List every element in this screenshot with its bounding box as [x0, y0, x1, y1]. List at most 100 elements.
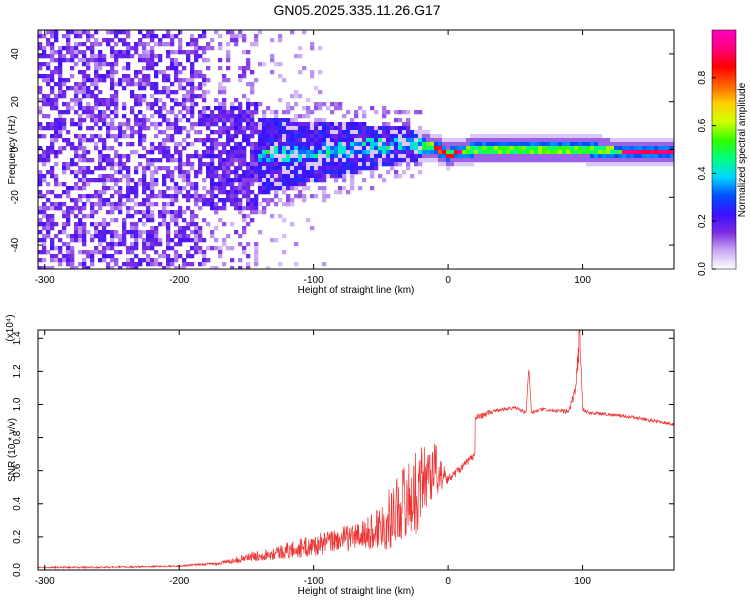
spectrogram-cell [482, 134, 487, 139]
spectrogram-cell [118, 250, 123, 255]
spectrogram-cell [182, 94, 187, 99]
spectrogram-cell [262, 170, 267, 175]
spectrogram-cell [322, 174, 327, 179]
spectrogram-cell [106, 222, 111, 227]
spectrogram-cell [90, 170, 95, 175]
spectrogram-cell [310, 178, 315, 183]
spectrogram-cell [162, 138, 167, 143]
spectrogram-cell [582, 142, 587, 147]
spectrogram-cell [486, 134, 491, 139]
spectrogram-cell [446, 162, 451, 167]
spectrogram-cell [106, 70, 111, 75]
spectrogram-cell [458, 138, 463, 143]
snr-x-tick-label: -300 [35, 576, 55, 587]
spectrogram-cell [258, 30, 263, 35]
spectrogram-cell [462, 162, 467, 167]
spectrogram-cell [210, 190, 215, 195]
spectrogram-cell [86, 106, 91, 111]
spectrogram-cell [146, 50, 151, 55]
spectrogram-cell [50, 90, 55, 95]
spectrogram-cell [178, 242, 183, 247]
spectrogram-cell [122, 166, 127, 171]
spectrogram-cell [238, 162, 243, 167]
spectrogram-cell [78, 58, 83, 63]
spectrogram-cell [62, 90, 67, 95]
spectrogram-cell [450, 150, 455, 155]
spectrogram-cell [134, 226, 139, 231]
spectrogram-y-tick-label: 40 [10, 48, 21, 60]
spectrogram-cell [114, 206, 119, 211]
spectrogram-x-ticks: -300 -200 -100 0 100 [35, 30, 591, 286]
spectrogram-cell [78, 146, 83, 151]
spectrogram-cell [178, 234, 183, 239]
spectrogram-cell [258, 142, 263, 147]
spectrogram-cell [254, 102, 259, 107]
spectrogram-cell [102, 142, 107, 147]
spectrogram-cell [98, 166, 103, 171]
spectrogram-cell [50, 34, 55, 39]
spectrogram-cell [370, 126, 375, 131]
spectrogram-cell [314, 138, 319, 143]
spectrogram-cell [466, 162, 471, 167]
spectrogram-cell [158, 254, 163, 259]
spectrogram-cell [142, 46, 147, 51]
spectrogram-cell [210, 182, 215, 187]
spectrogram-cell [110, 242, 115, 247]
spectrogram-cell [238, 210, 243, 215]
spectrogram-cell [134, 170, 139, 175]
spectrogram-cell [38, 222, 43, 227]
spectrogram-cell [498, 158, 503, 163]
spectrogram-cell [90, 82, 95, 87]
spectrogram-cell [98, 118, 103, 123]
spectrogram-cell [82, 182, 87, 187]
spectrogram-cell [642, 138, 647, 143]
spectrogram-cell [602, 150, 607, 155]
spectrogram-cell [618, 158, 623, 163]
spectrogram-cell [250, 170, 255, 175]
spectrogram-cell [450, 162, 455, 167]
spectrogram-cell [214, 170, 219, 175]
spectrogram-cell [274, 186, 279, 191]
spectrogram-cell [106, 230, 111, 235]
spectrogram-cell [114, 94, 119, 99]
spectrogram-cell [362, 138, 367, 143]
spectrogram-cell [466, 150, 471, 155]
spectrogram-cell [294, 158, 299, 163]
spectrogram-cell [70, 254, 75, 259]
spectrogram-cell [94, 106, 99, 111]
spectrogram-cell [602, 138, 607, 143]
spectrogram-cell [550, 158, 555, 163]
spectrogram-cell [266, 182, 271, 187]
spectrogram-cell [478, 158, 483, 163]
spectrogram-cell [162, 150, 167, 155]
spectrogram-cell [142, 186, 147, 191]
spectrogram-cell [154, 258, 159, 263]
spectrogram-cell [346, 158, 351, 163]
spectrogram-cell [150, 106, 155, 111]
spectrogram-cell [354, 150, 359, 155]
spectrogram-cell [150, 182, 155, 187]
spectrogram-cell [142, 98, 147, 103]
spectrogram-cell [42, 34, 47, 39]
spectrogram-cell [186, 178, 191, 183]
spectrogram-cell [162, 178, 167, 183]
spectrogram-cell [174, 266, 179, 269]
spectrogram-cell [102, 138, 107, 143]
spectrogram-cell [562, 146, 567, 151]
spectrogram-cell [78, 86, 83, 91]
spectrogram-cell [158, 106, 163, 111]
spectrogram-cell [106, 198, 111, 203]
spectrogram-cell [110, 74, 115, 79]
spectrogram-cell [198, 170, 203, 175]
spectrogram-cell [190, 66, 195, 71]
spectrogram-cell [574, 150, 579, 155]
spectrogram-cell [406, 138, 411, 143]
spectrogram-cell [166, 110, 171, 115]
spectrogram-cell [102, 38, 107, 43]
spectrogram-cell [230, 106, 235, 111]
colorbar: 0.00.20.40.60.8 Normalized spectral ampl… [697, 29, 748, 276]
spectrogram-cell [198, 198, 203, 203]
spectrogram-cell [502, 134, 507, 139]
spectrogram-y-tick-label: -20 [10, 190, 21, 205]
spectrogram-cell [74, 98, 79, 103]
